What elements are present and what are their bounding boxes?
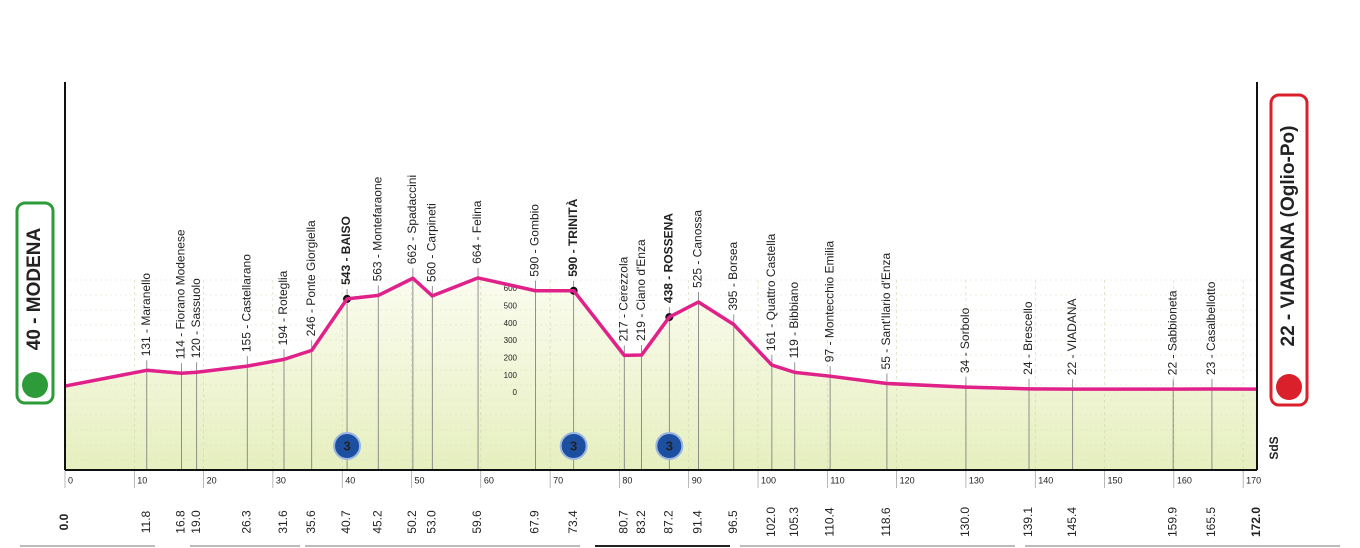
waypoint-label: 24 - Brescello: [1021, 301, 1035, 375]
x-tick-label: 20: [207, 475, 217, 485]
waypoint-label: 590 - Gombio: [528, 204, 542, 277]
waypoint-label: 662 - Spadaccini: [405, 175, 419, 264]
waypoint-label: 563 - Montefaraone: [370, 176, 384, 281]
waypoint-label: 219 - Ciano d'Enza: [634, 239, 648, 341]
km-label: 31.6: [276, 510, 290, 534]
km-label: 110.4: [822, 507, 836, 536]
waypoint-label: 525 - Canossa: [691, 210, 705, 288]
x-tick-label: 170: [1246, 475, 1261, 485]
waypoint-label: 161 - Quattro Castella: [764, 233, 778, 351]
x-tick-label: 110: [830, 475, 844, 485]
waypoint-label: 131 - Maranello: [139, 273, 153, 357]
x-tick-label: 120: [900, 475, 915, 485]
climb-badge: [333, 432, 362, 460]
town-icon: [1276, 374, 1302, 400]
x-tick-label: 140: [1038, 475, 1053, 485]
km-label: 139.1: [1021, 507, 1035, 537]
x-tick-label: 0: [68, 475, 73, 485]
km-label: 26.3: [239, 510, 253, 534]
waypoint-label: 590 - TRINITÀ: [565, 198, 580, 276]
town-icon: [22, 372, 48, 398]
x-tick-label: 90: [692, 475, 702, 485]
x-tick-label: 80: [622, 475, 632, 485]
km-label: 35.6: [304, 510, 318, 534]
km-label: 165.5: [1204, 507, 1218, 537]
x-tick-label: 40: [345, 475, 355, 485]
km-label: 19.0: [189, 510, 203, 534]
x-tick-label: 70: [553, 475, 563, 485]
km-label: 91.4: [691, 510, 705, 534]
waypoint-label: 22 - Sabbioneta: [1165, 290, 1179, 375]
km-label: 53.0: [424, 510, 438, 534]
waypoint-label: 120 - Sassuolo: [189, 278, 203, 358]
km-label: 50.2: [405, 510, 419, 534]
km-label: 73.4: [566, 510, 580, 534]
waypoint-label: 560 - Carpineti: [424, 203, 438, 282]
km-label: 16.8: [174, 510, 188, 534]
km-label: 159.9: [1165, 507, 1179, 537]
profile-area: [65, 277, 1257, 470]
waypoint-label: 194 - Roteglia: [276, 270, 290, 345]
y-tick-label: 400: [504, 319, 518, 328]
waypoint-label: 438 - ROSSENA: [661, 213, 675, 303]
km-label: 45.2: [370, 510, 384, 534]
km-label: 80.7: [616, 510, 630, 534]
waypoint-label: 246 - Ponte Giorgiella: [304, 220, 318, 336]
town-box: [15, 201, 55, 405]
waypoint-label: 97 - Montecchio Emilia: [822, 240, 836, 362]
waypoint-label: 34 - Sorbolo: [958, 307, 972, 373]
x-tick-label: 100: [761, 475, 776, 485]
km-label: 118.6: [879, 507, 893, 536]
waypoint-label: 114 - Fiorano Modenese: [174, 229, 188, 359]
km-label: 40.7: [339, 510, 353, 534]
x-tick-label: 150: [1108, 475, 1123, 485]
climb-category: 3: [570, 438, 577, 453]
waypoint-label: 23 - Casalbellotto: [1204, 281, 1218, 375]
x-tick-label: 10: [137, 475, 147, 485]
km-label: 67.9: [528, 510, 542, 534]
km-label: 96.5: [726, 510, 740, 534]
town-label: 40 - MODENA: [24, 227, 45, 350]
climb-category: 3: [343, 438, 350, 453]
waypoint-label: 217 - Cerezzola: [616, 256, 630, 341]
km-label: 59.6: [470, 510, 484, 534]
climb-category: 3: [666, 438, 673, 453]
waypoint-label: 119 - Bibbiano: [787, 282, 801, 359]
y-tick-label: 100: [504, 371, 518, 380]
waypoint-label: 543 - BAISO: [339, 216, 353, 285]
waypoint-label: 395 - Borsea: [726, 242, 740, 311]
climb-badge: [655, 432, 684, 460]
x-tick-label: 30: [276, 475, 286, 485]
y-tick-label: 200: [504, 353, 518, 362]
waypoint-label: 155 - Castellarano: [239, 254, 253, 352]
climb-badge: [559, 432, 588, 460]
town-label: 22 - VIADANA (Oglio-Po): [1278, 126, 1299, 347]
km-label: 145.4: [1065, 507, 1079, 537]
km-label: 87.2: [661, 510, 675, 534]
km-label: 172.0: [1249, 507, 1263, 537]
x-tick-label: 50: [415, 475, 425, 485]
waypoint-label: 55 - Sant'Ilario d'Enza: [879, 252, 893, 369]
km-label: 105.3: [787, 507, 801, 537]
waypoint-label: 22 - VIADANA: [1065, 298, 1079, 375]
x-tick-label: 160: [1177, 475, 1192, 485]
town-box: [1269, 93, 1309, 407]
y-tick-label: 300: [504, 336, 518, 345]
x-tick-label: 60: [484, 475, 494, 485]
km-label: 0.0: [57, 513, 71, 530]
km-label: 102.0: [764, 507, 778, 537]
x-tick-label: 130: [969, 475, 984, 485]
waypoint-label: 664 - Felina: [470, 200, 484, 264]
km-label: 83.2: [634, 510, 648, 534]
y-tick-label: 600: [504, 284, 518, 293]
footer-mark: SdS: [1267, 436, 1281, 459]
y-tick-label: 0: [513, 388, 518, 397]
km-label: 11.8: [139, 510, 153, 533]
km-label: 130.0: [958, 507, 972, 537]
y-tick-label: 500: [504, 301, 518, 310]
profile-line: [64, 276, 1258, 391]
